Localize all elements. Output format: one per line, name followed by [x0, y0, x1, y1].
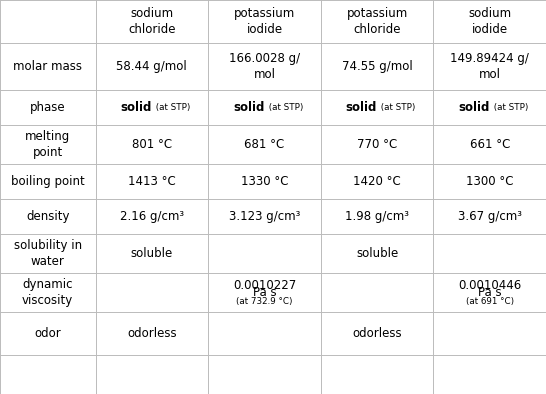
Text: (at STP): (at STP) — [378, 103, 416, 112]
Text: solubility in
water: solubility in water — [14, 239, 82, 268]
Text: 1420 °C: 1420 °C — [353, 175, 401, 188]
Text: density: density — [26, 210, 69, 223]
Text: boiling point: boiling point — [11, 175, 85, 188]
Text: 770 °C: 770 °C — [357, 138, 397, 151]
Text: 0.0010446: 0.0010446 — [458, 279, 521, 292]
Text: 1330 °C: 1330 °C — [241, 175, 288, 188]
Text: (at STP): (at STP) — [265, 103, 303, 112]
Text: potassium
iodide: potassium iodide — [234, 7, 295, 36]
Text: 3.67 g/cm³: 3.67 g/cm³ — [458, 210, 522, 223]
Text: 2.16 g/cm³: 2.16 g/cm³ — [120, 210, 184, 223]
Text: 1.98 g/cm³: 1.98 g/cm³ — [345, 210, 409, 223]
Text: soluble: soluble — [130, 247, 173, 260]
Text: 1300 °C: 1300 °C — [466, 175, 514, 188]
Text: (at STP): (at STP) — [491, 103, 529, 112]
Text: 661 °C: 661 °C — [470, 138, 510, 151]
Text: sodium
chloride: sodium chloride — [128, 7, 176, 36]
Text: Pa s: Pa s — [478, 286, 502, 299]
Text: molar mass: molar mass — [13, 60, 82, 73]
Text: solid: solid — [233, 101, 264, 114]
Text: 58.44 g/mol: 58.44 g/mol — [116, 60, 187, 73]
Text: 74.55 g/mol: 74.55 g/mol — [342, 60, 413, 73]
Text: soluble: soluble — [356, 247, 398, 260]
Text: dynamic
viscosity: dynamic viscosity — [22, 278, 73, 307]
Text: odorless: odorless — [352, 327, 402, 340]
Text: solid: solid — [121, 101, 152, 114]
Text: Pa s: Pa s — [253, 286, 276, 299]
Text: solid: solid — [346, 101, 377, 114]
Text: 166.0028 g/
mol: 166.0028 g/ mol — [229, 52, 300, 81]
Text: phase: phase — [30, 101, 66, 114]
Text: solid: solid — [459, 101, 490, 114]
Text: 681 °C: 681 °C — [245, 138, 284, 151]
Text: (at 691 °C): (at 691 °C) — [466, 297, 514, 306]
Text: 801 °C: 801 °C — [132, 138, 172, 151]
Text: odor: odor — [34, 327, 61, 340]
Text: odorless: odorless — [127, 327, 177, 340]
Text: (at 732.9 °C): (at 732.9 °C) — [236, 297, 293, 306]
Text: melting
point: melting point — [25, 130, 70, 159]
Text: sodium
iodide: sodium iodide — [468, 7, 512, 36]
Text: (at STP): (at STP) — [153, 103, 191, 112]
Text: 0.0010227: 0.0010227 — [233, 279, 296, 292]
Text: 149.89424 g/
mol: 149.89424 g/ mol — [450, 52, 529, 81]
Text: potassium
chloride: potassium chloride — [347, 7, 408, 36]
Text: 1413 °C: 1413 °C — [128, 175, 176, 188]
Text: 3.123 g/cm³: 3.123 g/cm³ — [229, 210, 300, 223]
